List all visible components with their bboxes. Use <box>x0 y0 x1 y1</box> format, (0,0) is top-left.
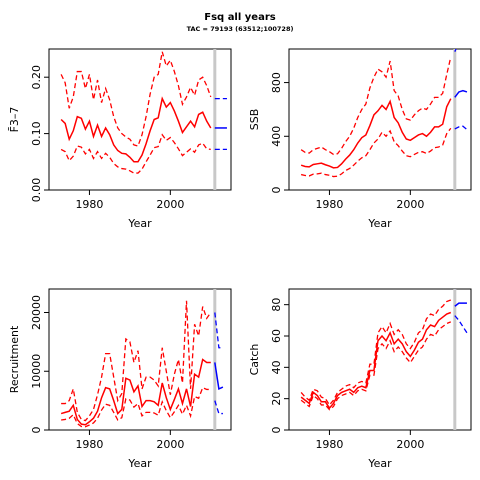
chart-catch-y-tick-label: 20 <box>270 392 283 406</box>
chart-fbar: 1980 2000 0.00 0.10 0.20 Year F̄3–7 <box>8 48 232 230</box>
chart-catch-y-tick-label: 40 <box>270 360 283 374</box>
chart-fbar-historic-median-line <box>60 96 212 163</box>
chart-fbar-y-axis-label: F̄3–7 <box>8 107 21 133</box>
chart-fbar-x-tick-label: 1980 <box>75 198 103 211</box>
chart-catch-forecast-median-line <box>454 302 467 307</box>
chart-ssb-x-axis-label: Year <box>367 217 392 230</box>
chart-ssb-frame <box>288 48 472 191</box>
chart-fbar-historic-upper-line <box>60 51 212 147</box>
chart-recruitment-plot-area <box>60 289 224 430</box>
chart-catch-historic-lower-line <box>300 321 452 411</box>
chart-catch-y-tick-label: 80 <box>270 298 283 312</box>
chart-ssb-x-tick-label: 2000 <box>396 198 424 211</box>
chart-ssb-y-tick-label: 0 <box>270 187 283 194</box>
chart-recruitment-x-tick-label: 1980 <box>75 438 103 451</box>
figure-subtitle: TAC = 79193 (63512;100728) <box>187 25 294 33</box>
chart-catch-x-tick-label: 2000 <box>396 438 424 451</box>
chart-fbar-historic-lower-line <box>60 133 211 174</box>
chart-ssb: 1980 2000 0 400 800 Year SSB <box>248 48 472 230</box>
chart-catch-forecast-lower-line <box>454 315 468 334</box>
chart-recruitment-forecast-upper-line <box>214 312 223 349</box>
chart-catch-historic-median-line <box>300 311 452 410</box>
chart-catch-plot-area <box>300 289 468 430</box>
chart-catch: 1980 2000 0 20 40 60 80 Year Catch <box>248 288 472 470</box>
chart-recruitment-historic-lower-line <box>61 386 211 428</box>
chart-recruitment-y-tick-label: 10000 <box>30 354 43 389</box>
chart-recruitment-historic-median-line <box>60 358 211 426</box>
chart-recruitment-forecast-median-line <box>214 362 224 390</box>
chart-catch-y-tick-label: 0 <box>270 427 283 434</box>
chart-ssb-forecast-lower-line <box>454 125 468 131</box>
chart-ssb-forecast-median-line <box>454 89 468 98</box>
chart-fbar-y-tick-label: 0.20 <box>30 65 43 90</box>
chart-ssb-y-tick-label: 400 <box>270 126 283 147</box>
chart-recruitment-y-axis-label: Recruitment <box>8 325 21 393</box>
chart-catch-y-axis-label: Catch <box>248 344 261 376</box>
chart-fbar-x-tick-label: 2000 <box>156 198 184 211</box>
chart-fbar-plot-area <box>60 49 227 190</box>
chart-ssb-y-tick-label: 800 <box>270 72 283 93</box>
chart-fbar-y-tick-label: 0.10 <box>30 121 43 146</box>
chart-catch-x-tick-label: 1980 <box>315 438 343 451</box>
chart-catch-forecast-upper-line <box>454 289 456 290</box>
chart-catch-y-tick-label: 60 <box>270 329 283 343</box>
chart-ssb-y-axis-label: SSB <box>248 109 261 131</box>
chart-recruitment-forecast-lower-line <box>214 400 223 415</box>
chart-catch-historic-upper-line <box>300 299 452 407</box>
chart-ssb-historic-lower-line <box>300 127 452 178</box>
chart-recruitment-historic-upper-line <box>61 300 212 422</box>
figure-title: Fsq all years <box>204 12 275 23</box>
chart-ssb-historic-median-line <box>300 98 452 169</box>
chart-catch-frame <box>288 288 472 431</box>
chart-catch-x-axis-label: Year <box>367 457 392 470</box>
chart-ssb-plot-area <box>300 49 468 190</box>
chart-ssb-historic-upper-line <box>300 56 452 156</box>
chart-ssb-x-tick-label: 1980 <box>315 198 343 211</box>
chart-recruitment-x-tick-label: 2000 <box>156 438 184 451</box>
chart-recruitment-x-axis-label: Year <box>127 457 152 470</box>
chart-fbar-frame <box>48 48 232 191</box>
chart-recruitment-y-tick-label: 20000 <box>30 295 43 330</box>
chart-recruitment-y-tick-label: 0 <box>30 427 43 434</box>
chart-fbar-y-tick-label: 0.00 <box>30 178 43 203</box>
chart-ssb-forecast-upper-line <box>454 49 457 52</box>
chart-recruitment-frame <box>48 288 232 431</box>
chart-fbar-x-axis-label: Year <box>127 217 152 230</box>
